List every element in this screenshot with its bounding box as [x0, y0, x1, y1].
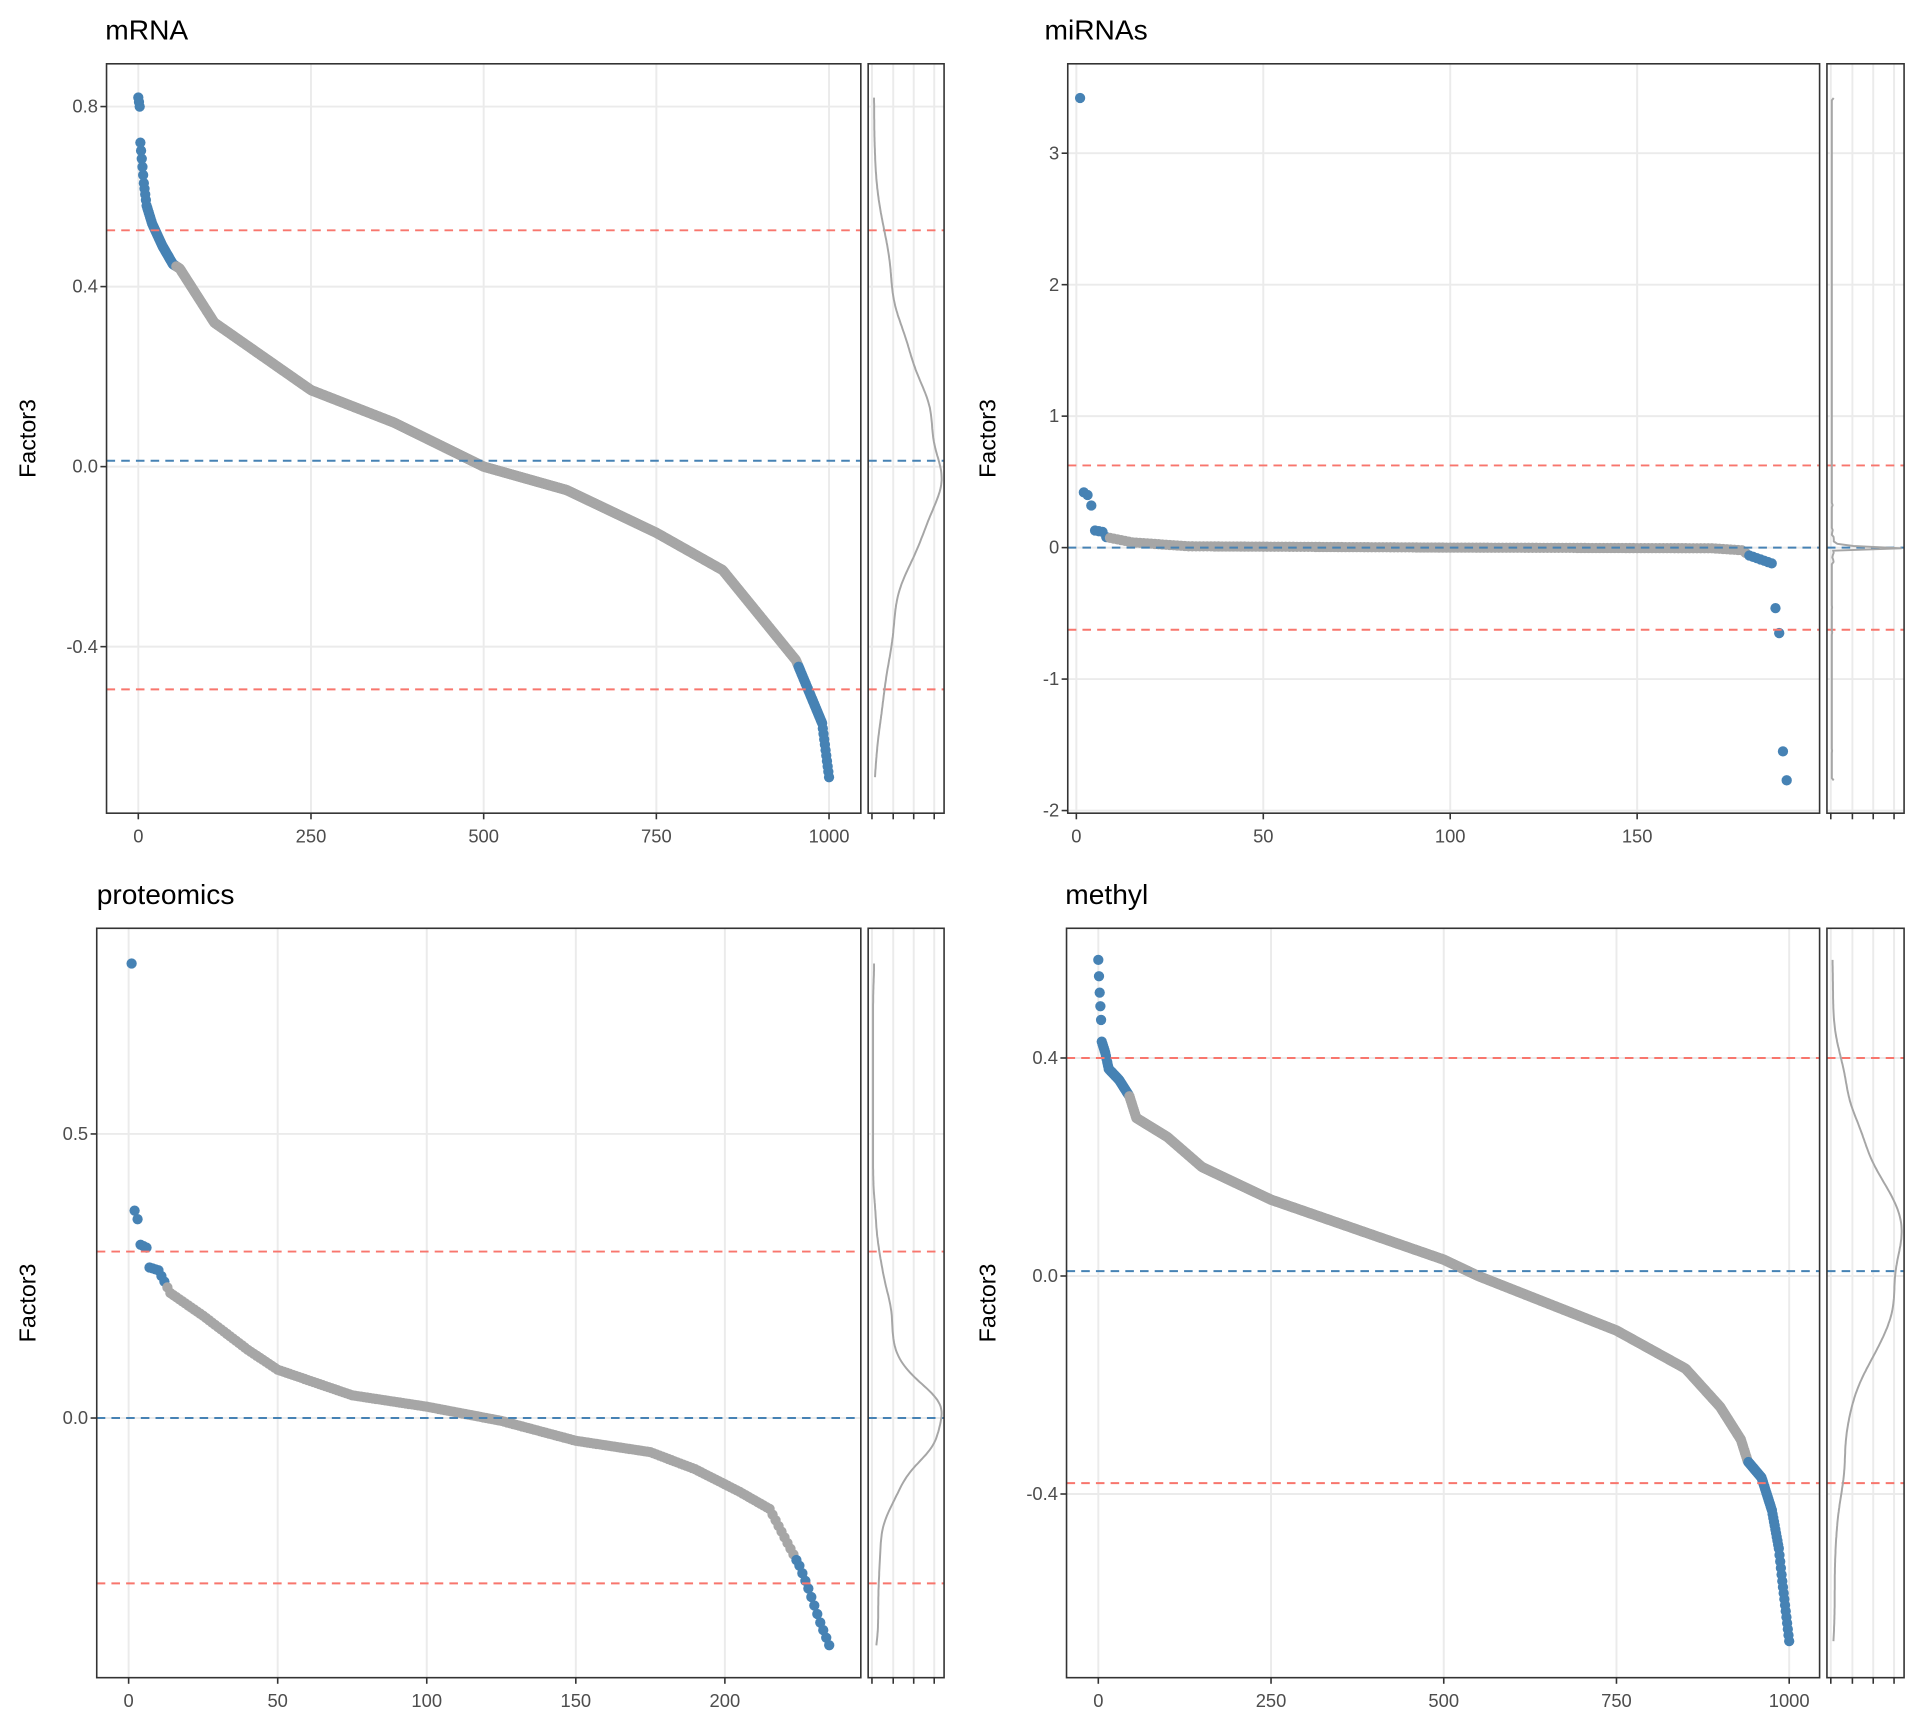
highlighted-point	[126, 958, 137, 969]
x-tick-label: 200	[710, 1690, 741, 1711]
x-tick-label: 100	[1435, 826, 1466, 847]
y-axis-label: Factor3	[975, 1264, 1001, 1343]
panel-proteomics: proteomics Factor3 0 50 100 150 200 0.5 0.0	[15, 879, 945, 1711]
y-tick-label: 0.0	[1032, 1265, 1058, 1286]
y-tick-label: 1	[1049, 405, 1059, 426]
y-tick-label: 0.0	[63, 1407, 89, 1428]
highlighted-point	[138, 169, 149, 181]
panel-title: miRNAs	[1044, 14, 1147, 45]
x-tick-label: 50	[267, 1690, 287, 1711]
density-curve	[1830, 97, 1902, 781]
x-tick-label: 0	[133, 826, 143, 847]
highlighted-point	[134, 101, 145, 112]
highlighted-point	[1094, 987, 1105, 998]
panel-title: methyl	[1065, 879, 1148, 910]
highlighted-point	[812, 1608, 823, 1620]
y-tick-label: 0.8	[72, 96, 98, 117]
y-tick-label: 3	[1049, 142, 1059, 163]
panel-methyl: methyl Factor3 0 250 500 750 1000 0.4 0.0 -0.4	[975, 879, 1905, 1711]
panel-title: mRNA	[105, 14, 188, 45]
y-tick-label: 0.5	[63, 1123, 89, 1144]
plot-panel-border	[95, 927, 862, 1679]
y-tick-label: -2	[1043, 800, 1059, 821]
y-axis-label: Factor3	[15, 399, 41, 478]
x-tick-label: 0	[1093, 1690, 1103, 1711]
highlighted-point	[1770, 602, 1781, 614]
highlighted-point	[809, 1600, 820, 1611]
y-tick-label: 0.4	[72, 276, 98, 297]
highlighted-point	[1082, 489, 1093, 501]
x-tick-label: 250	[296, 826, 327, 847]
x-tick-label: 500	[468, 826, 499, 847]
highlighted-point	[129, 1205, 140, 1216]
x-tick-label: 750	[1601, 1690, 1632, 1711]
density-panel-border	[1826, 927, 1905, 1679]
highlighted-point	[1074, 92, 1086, 104]
highlighted-point	[1095, 1001, 1106, 1012]
highlighted-point	[135, 137, 146, 148]
highlighted-point	[1777, 746, 1789, 757]
y-tick-label: 0.0	[72, 456, 98, 477]
x-tick-label: 0	[124, 1690, 134, 1711]
x-tick-label: 500	[1428, 1690, 1459, 1711]
highlighted-point	[135, 145, 147, 156]
panel-mrna: mRNA Factor3 0 250 500 750 1000 0.8 0.4 0.0 -0.4	[15, 14, 945, 847]
x-tick-label: 750	[641, 826, 672, 847]
y-axis-label: Factor3	[15, 1264, 41, 1343]
x-tick-label: 250	[1256, 1690, 1287, 1711]
plot-panel-border	[1066, 63, 1821, 814]
highlighted-point	[1766, 558, 1777, 569]
density-panel-border	[1826, 63, 1905, 814]
density-curve	[873, 97, 943, 778]
x-tick-label: 1000	[1769, 1690, 1810, 1711]
highlighted-point	[1784, 1636, 1795, 1647]
highlighted-point	[1086, 500, 1097, 511]
density-curve	[1831, 959, 1903, 1642]
highlighted-point	[1093, 954, 1104, 966]
x-tick-label: 50	[1253, 826, 1273, 847]
y-tick-label: -1	[1043, 668, 1059, 689]
x-tick-label: 150	[560, 1690, 591, 1711]
highlighted-point	[141, 1242, 152, 1253]
highlighted-point	[136, 153, 147, 164]
highlighted-point	[137, 161, 148, 173]
y-axis-label: Factor3	[975, 399, 1001, 478]
y-tick-label: -0.4	[66, 636, 98, 657]
density-panel-border	[867, 927, 945, 1679]
highlighted-point	[1093, 971, 1105, 982]
highlighted-point	[803, 1583, 814, 1594]
x-tick-label: 150	[1622, 826, 1653, 847]
highlighted-point	[806, 1591, 817, 1603]
highlighted-point	[1095, 1014, 1107, 1026]
panel-mirnas: miRNAs Factor3 0 50 100 150 3 2 1 0 -1 -2	[975, 14, 1905, 847]
highlighted-point	[1781, 775, 1792, 786]
y-tick-label: 2	[1049, 274, 1059, 295]
density-curve	[872, 963, 943, 1646]
density-panel-border	[867, 63, 945, 814]
y-tick-label: 0.4	[1032, 1047, 1058, 1068]
x-tick-label: 0	[1071, 826, 1081, 847]
y-tick-label: -0.4	[1026, 1483, 1058, 1504]
panel-title: proteomics	[97, 879, 235, 910]
highlighted-point	[824, 1640, 835, 1651]
x-tick-label: 1000	[809, 826, 850, 847]
highlighted-point	[132, 1214, 143, 1225]
x-tick-label: 100	[411, 1690, 442, 1711]
y-tick-label: 0	[1049, 537, 1059, 558]
highlighted-point	[823, 772, 835, 783]
